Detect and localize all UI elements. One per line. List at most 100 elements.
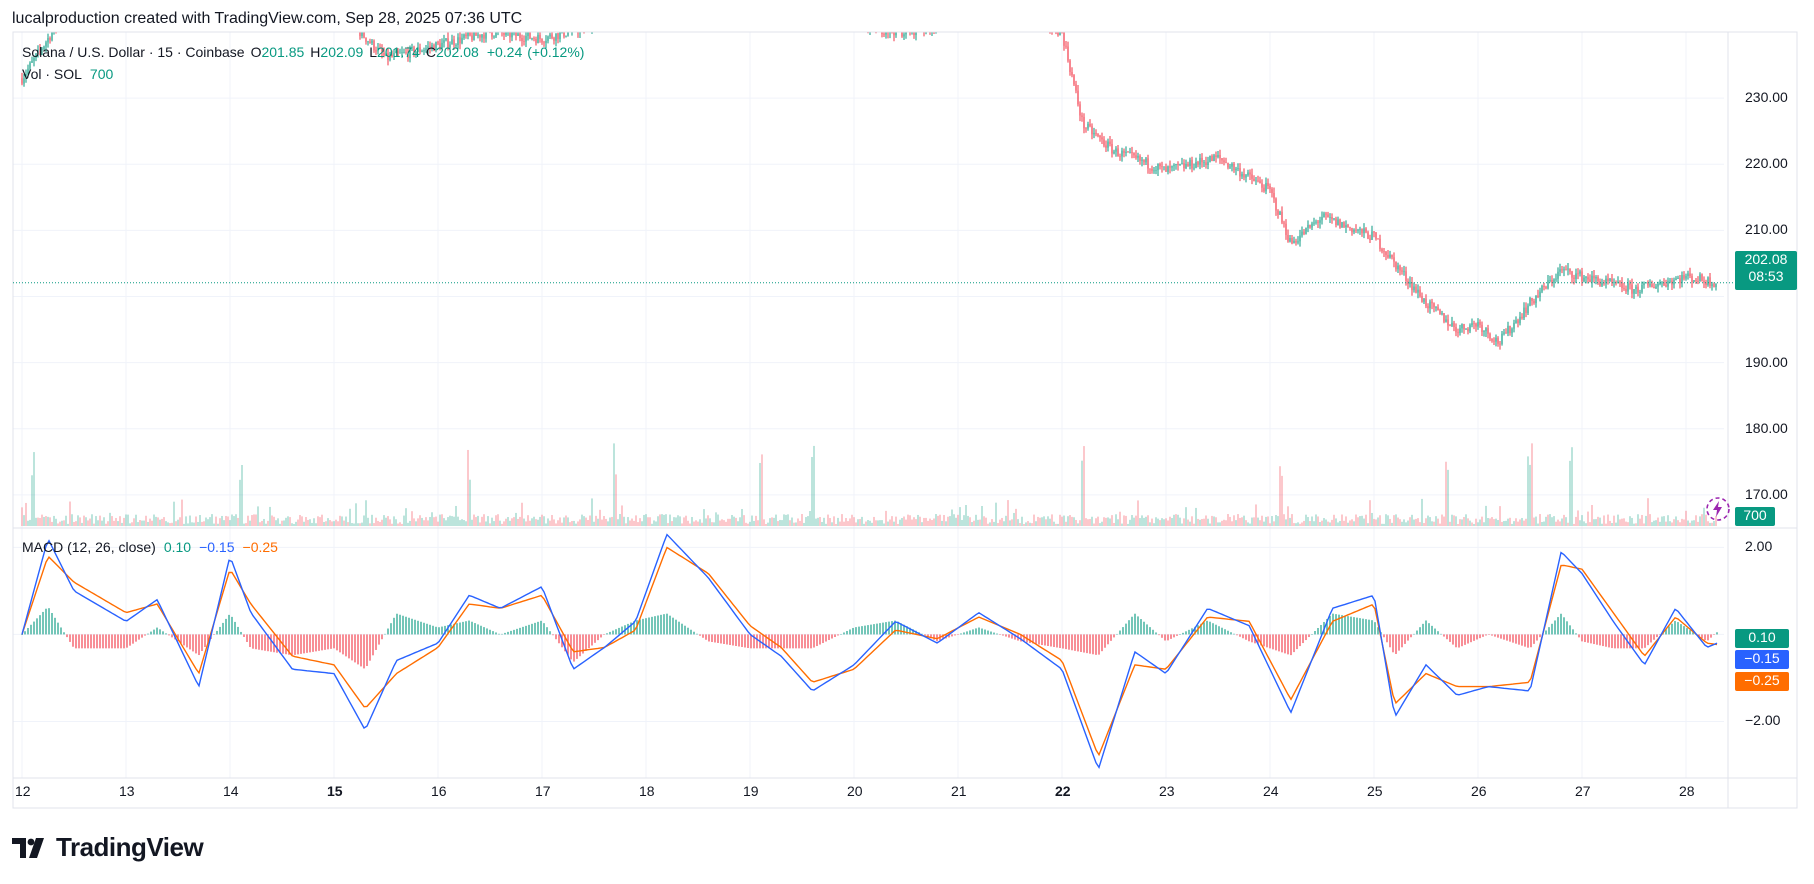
volume-bar	[75, 521, 77, 526]
candle-body	[1369, 238, 1371, 240]
volume-bar	[933, 518, 935, 526]
volume-legend[interactable]: Vol · SOL 700	[22, 66, 113, 82]
macd-histogram-bar	[1704, 634, 1706, 641]
volume-bar	[647, 517, 649, 526]
volume-bar	[397, 523, 399, 526]
candle-body	[1173, 165, 1175, 167]
candle-body	[415, 51, 417, 55]
volume-bar	[563, 517, 565, 526]
candle-body	[1263, 187, 1265, 192]
macd-histogram-bar	[708, 634, 710, 642]
candle-body	[1523, 307, 1525, 319]
macd-histogram-bar	[1167, 634, 1169, 641]
volume-bar	[823, 517, 825, 526]
volume-bar	[1297, 522, 1299, 526]
candle-body	[1597, 277, 1599, 282]
candle-body	[1385, 251, 1387, 255]
volume-bar	[381, 519, 383, 526]
volume-bar	[1035, 521, 1037, 526]
volume-bar	[1097, 516, 1099, 526]
volume-bar	[695, 520, 697, 526]
low-label: L	[369, 44, 378, 60]
candle-body	[47, 38, 49, 43]
volume-bar	[531, 518, 533, 526]
candle-body	[1203, 162, 1205, 164]
volume-bar	[1063, 515, 1065, 526]
volume-bar	[1501, 521, 1503, 526]
macd-histogram-bar	[1344, 615, 1346, 635]
candle-body	[553, 38, 555, 41]
volume-bar	[643, 514, 645, 526]
volume-bar	[1347, 522, 1349, 526]
macd-lines	[21, 533, 1718, 770]
volume-bar	[1529, 464, 1531, 526]
macd-histogram-bar	[540, 620, 542, 635]
macd-histogram-bar	[1404, 634, 1406, 644]
volume-bar	[1109, 518, 1111, 526]
macd-histogram-bar	[663, 614, 665, 635]
volume-bar	[1387, 515, 1389, 526]
candle-body	[1505, 332, 1507, 334]
volume-bar	[1689, 522, 1691, 526]
macd-histogram-bar	[1716, 632, 1718, 635]
volume-bar	[57, 523, 59, 526]
volume-bar	[1571, 447, 1573, 526]
macd-hist-value: 0.10	[163, 539, 192, 555]
candle-body	[1411, 281, 1413, 291]
candle-body	[537, 34, 539, 44]
candle-body	[1207, 161, 1209, 165]
volume-bar	[969, 517, 971, 526]
volume-bar	[677, 515, 679, 526]
volume-bar	[679, 516, 681, 526]
candle-body	[451, 39, 453, 45]
macd-histogram-bar	[1149, 627, 1151, 635]
volume-bar	[761, 454, 763, 526]
volume-bar	[225, 515, 227, 526]
macd-histogram-bar	[1038, 634, 1040, 645]
volume-bar	[809, 511, 811, 526]
candle-body	[1663, 282, 1665, 286]
candle-body	[577, 32, 579, 34]
volume-bar	[199, 515, 201, 526]
volume-bar	[159, 519, 161, 526]
volume-bar	[847, 521, 849, 526]
volume-bar	[943, 515, 945, 526]
candle-body	[1495, 337, 1497, 342]
macd-histogram-bar	[1320, 624, 1322, 635]
candle-body	[1195, 161, 1197, 168]
macd-histogram-bar	[1572, 629, 1574, 635]
volume-bar	[223, 520, 225, 526]
volume-bar	[1405, 522, 1407, 526]
volume-bar	[1233, 515, 1235, 526]
macd-histogram-bar	[756, 634, 758, 649]
symbol-legend[interactable]: Solana / U.S. Dollar · 15 · Coinbase O 2…	[22, 44, 584, 60]
candle-body	[1319, 220, 1321, 223]
time-axis-label: 16	[431, 783, 447, 799]
volume-bar	[1049, 518, 1051, 526]
candle-body	[1651, 284, 1653, 287]
candle-body	[403, 51, 405, 53]
tradingview-logo[interactable]: TradingView	[12, 832, 204, 863]
candle-body	[1371, 231, 1373, 240]
macd-legend[interactable]: MACD (12, 26, close) 0.10 −0.15 −0.25	[22, 539, 278, 555]
volume-bar	[143, 520, 145, 526]
volume-bar	[687, 520, 689, 526]
candle-body	[1357, 229, 1359, 231]
volume-bar	[1237, 514, 1239, 526]
volume-bar	[125, 514, 127, 526]
open-label: O	[250, 44, 262, 60]
volume-bar	[95, 516, 97, 526]
volume-bar	[797, 518, 799, 526]
volume-bar	[583, 516, 585, 526]
candle-body	[1629, 283, 1631, 285]
lightning-icon[interactable]	[1705, 496, 1731, 522]
volume-bar	[1103, 517, 1105, 526]
volume-bar	[697, 521, 699, 526]
volume-bar	[839, 521, 841, 526]
candle-body	[1483, 331, 1485, 332]
volume-bar	[1463, 517, 1465, 526]
candle-body	[1169, 166, 1171, 168]
macd-histogram-bar	[531, 623, 533, 635]
volume-bar	[921, 522, 923, 526]
